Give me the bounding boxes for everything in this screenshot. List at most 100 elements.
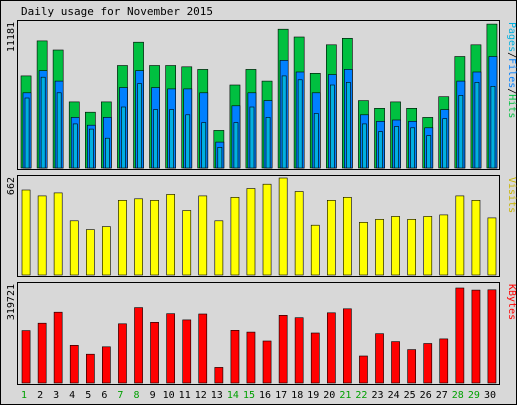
- x-tick-label: 24: [388, 390, 400, 401]
- x-tick-label: 9: [150, 390, 156, 401]
- x-tick-label: 2: [37, 390, 43, 401]
- visits-bar: [69, 220, 79, 276]
- kbytes-bar: [278, 314, 288, 384]
- pages-bar: [56, 92, 62, 169]
- pages-bar: [265, 117, 271, 169]
- visits-bar: [21, 189, 31, 276]
- pages-bar: [217, 147, 223, 169]
- kbytes-bar: [487, 289, 497, 384]
- kbytes-bar: [150, 321, 159, 384]
- pages-bar: [281, 75, 287, 169]
- kbytes-bar: [134, 307, 143, 384]
- pages-bar: [249, 106, 255, 169]
- pages-bar: [297, 79, 303, 169]
- panel-pages-files-hits: 11181 Pages/Files/Hits: [6, 20, 517, 170]
- visits-bar: [262, 183, 272, 276]
- visits-bar: [326, 200, 336, 276]
- x-tick-label: 29: [468, 390, 480, 401]
- visits-bar: [198, 195, 208, 276]
- series-label-part: Hits: [506, 94, 517, 118]
- pages-bar: [313, 113, 319, 169]
- pages-bar: [105, 137, 110, 169]
- visits-bar: [391, 216, 400, 276]
- kbytes-bar: [359, 355, 368, 384]
- kbytes-bar: [423, 343, 433, 384]
- kbytes-bar: [214, 367, 224, 384]
- kbytes-bar: [471, 289, 481, 384]
- visits-bar: [86, 229, 95, 276]
- x-tick-label: 21: [339, 390, 351, 401]
- pages-bar: [153, 109, 158, 169]
- panel-frame: [17, 282, 500, 385]
- x-tick-label: 18: [291, 390, 303, 401]
- kbytes-bar: [375, 333, 384, 384]
- pages-bar: [137, 83, 142, 169]
- visits-bar: [487, 217, 497, 276]
- ymax-label: 11181: [6, 22, 17, 52]
- x-tick-label: 25: [404, 390, 416, 401]
- series-label-part: Files: [506, 58, 517, 88]
- visits-bar: [407, 219, 417, 276]
- pages-bar: [345, 82, 351, 169]
- pages-bar: [72, 123, 78, 169]
- kbytes-bar: [86, 353, 95, 384]
- visits-bar: [214, 220, 224, 276]
- kbytes-bar: [198, 313, 208, 384]
- kbytes-bar: [455, 287, 465, 384]
- x-tick-label: 22: [355, 390, 367, 401]
- x-tick-label: 30: [484, 390, 496, 401]
- x-tick-label: 14: [227, 390, 239, 401]
- kbytes-bar: [69, 344, 79, 384]
- kbytes-bar: [182, 319, 192, 384]
- ymax-label: 319721: [6, 284, 17, 320]
- pages-bar: [410, 127, 416, 169]
- pages-bar: [426, 135, 432, 169]
- x-tick-label: 13: [211, 390, 223, 401]
- visits-bar: [375, 219, 384, 276]
- x-tick-label: 17: [275, 390, 287, 401]
- kbytes-bar: [246, 331, 256, 384]
- series-label-part: /: [506, 52, 517, 58]
- x-tick-label: 26: [420, 390, 432, 401]
- series-label: KBytes: [506, 284, 517, 320]
- visits-bar: [278, 177, 288, 276]
- pages-bar: [474, 82, 480, 169]
- pages-bar: [24, 97, 30, 169]
- x-tick-label: 3: [53, 390, 59, 401]
- visits-bar: [310, 224, 320, 276]
- pages-bar: [490, 86, 496, 169]
- kbytes-bar: [310, 332, 320, 384]
- pages-bar: [458, 95, 464, 169]
- panel-kbytes: 319721 KBytes: [6, 282, 517, 385]
- panel-frame: [17, 175, 500, 277]
- kbytes-bar: [37, 322, 47, 384]
- visits-bar: [294, 191, 304, 276]
- pages-bar: [201, 122, 207, 169]
- kbytes-bar: [294, 317, 304, 384]
- kbytes-bar: [342, 308, 352, 384]
- visits-bar: [53, 192, 63, 276]
- kbytes-bar: [439, 338, 449, 384]
- x-tick-label: 12: [195, 390, 207, 401]
- kbytes-bar: [262, 340, 272, 384]
- x-tick-label: 19: [307, 390, 319, 401]
- visits-bar: [182, 210, 192, 276]
- panel-visits: 662 Visits: [6, 175, 517, 277]
- pages-bar: [89, 128, 94, 169]
- visits-bar: [166, 194, 176, 276]
- pages-bar: [233, 122, 239, 169]
- kbytes-bar: [53, 311, 63, 384]
- pages-bar: [169, 109, 175, 169]
- x-tick-label: 15: [243, 390, 255, 401]
- pages-bar: [362, 123, 367, 169]
- panel-frame: [17, 20, 500, 170]
- pages-bar: [121, 106, 126, 169]
- x-tick-label: 1: [21, 390, 27, 401]
- x-tick-label: 28: [452, 390, 464, 401]
- visits-bar: [423, 216, 433, 276]
- visits-bar: [439, 214, 449, 276]
- x-tick-label: 10: [163, 390, 175, 401]
- visits-bar: [118, 200, 127, 276]
- chart-title: Daily usage for November 2015: [21, 5, 213, 18]
